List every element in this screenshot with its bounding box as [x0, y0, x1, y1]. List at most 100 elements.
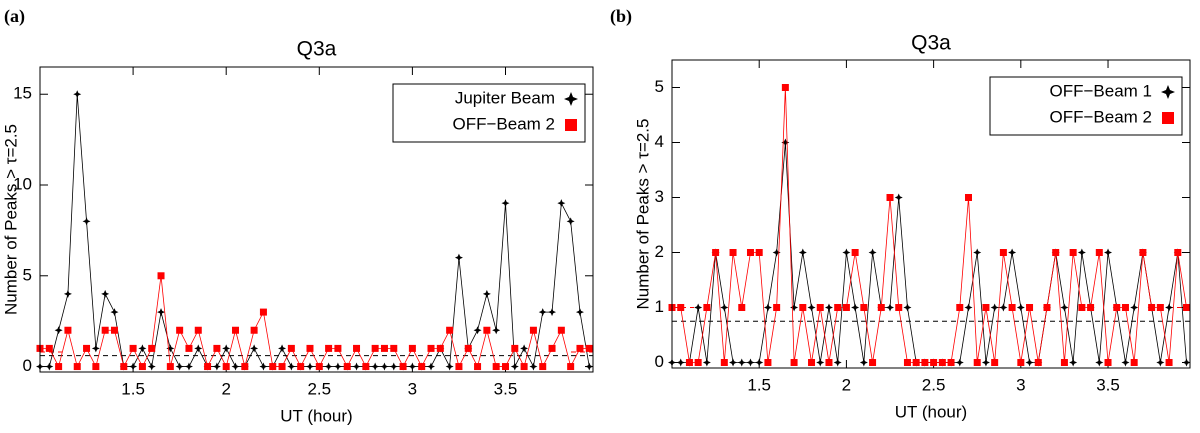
marker: [990, 303, 999, 312]
marker: [511, 344, 519, 352]
marker: [138, 344, 147, 353]
legend-marker: [565, 119, 577, 131]
marker: [869, 359, 877, 366]
marker: [557, 199, 566, 208]
marker: [712, 249, 720, 256]
marker: [1148, 304, 1156, 311]
marker: [677, 304, 685, 311]
x-tick-label: 3: [1016, 375, 1025, 394]
marker: [781, 84, 789, 91]
marker: [325, 344, 333, 352]
marker: [1182, 358, 1191, 367]
marker: [157, 308, 166, 317]
marker: [1165, 359, 1173, 366]
marker: [492, 363, 500, 371]
y-tick-label: 3: [655, 187, 664, 206]
marker: [585, 362, 594, 371]
marker: [746, 249, 754, 256]
marker: [148, 344, 156, 352]
marker: [259, 308, 267, 316]
marker: [1026, 304, 1034, 311]
y-tick-label: 2: [655, 242, 664, 261]
marker: [1130, 303, 1139, 312]
marker: [427, 344, 435, 352]
marker: [55, 363, 63, 371]
legend-marker: [1161, 85, 1175, 99]
marker: [772, 248, 781, 257]
marker: [166, 344, 175, 353]
marker: [763, 303, 772, 312]
marker: [947, 359, 955, 366]
marker: [473, 326, 482, 335]
marker: [166, 363, 174, 371]
marker: [510, 362, 519, 371]
marker: [231, 362, 240, 371]
panel: (a) Q3a UT (hour) Number of Peaks > τ=2.5 1.…: [1, 6, 594, 425]
x-tick-label: 2: [221, 379, 230, 398]
marker: [1130, 359, 1138, 366]
y-tick-label: 5: [655, 77, 664, 96]
marker: [895, 304, 903, 311]
marker: [973, 359, 981, 366]
marker: [1104, 359, 1112, 366]
marker: [129, 362, 138, 371]
chart-title: Q3a: [297, 38, 337, 61]
marker: [45, 344, 53, 352]
marker: [315, 363, 323, 371]
x-axis-label: UT (hour): [280, 406, 352, 425]
marker: [445, 362, 454, 371]
marker: [1077, 248, 1086, 257]
marker: [110, 308, 119, 317]
marker: [232, 326, 240, 334]
legend-marker: [1162, 112, 1174, 124]
y-axis-label: Number of Peaks > τ=2.5: [1, 124, 20, 315]
marker: [520, 344, 529, 353]
marker: [259, 362, 268, 371]
marker: [194, 326, 202, 334]
marker: [842, 248, 851, 257]
marker: [557, 326, 565, 334]
panel: (b) Q3a UT (hour) Number of Peaks > τ=2.5 1.…: [610, 6, 1191, 421]
marker: [380, 344, 388, 352]
marker: [175, 362, 184, 371]
marker: [297, 363, 305, 371]
marker: [101, 289, 110, 298]
y-tick-label: 1: [655, 297, 664, 316]
marker: [520, 363, 528, 371]
marker: [816, 358, 825, 367]
marker: [576, 344, 584, 352]
marker: [781, 138, 790, 147]
marker: [981, 358, 990, 367]
legend-box: [392, 83, 586, 143]
marker: [1069, 249, 1077, 256]
marker: [455, 363, 463, 371]
marker: [955, 358, 964, 367]
marker: [222, 363, 230, 371]
marker: [842, 304, 850, 311]
marker: [120, 363, 128, 371]
marker: [566, 217, 575, 226]
marker: [501, 199, 510, 208]
marker: [720, 303, 729, 312]
marker: [798, 248, 807, 257]
marker: [371, 362, 380, 371]
marker: [1156, 304, 1164, 311]
marker: [501, 363, 509, 371]
marker: [816, 304, 824, 311]
marker: [250, 326, 258, 334]
marker: [964, 303, 973, 312]
x-tick-label: 3.5: [1096, 375, 1120, 394]
marker: [903, 359, 911, 366]
marker: [492, 326, 501, 335]
marker: [101, 326, 109, 334]
marker: [1104, 248, 1113, 257]
marker: [1008, 304, 1016, 311]
marker: [1069, 358, 1078, 367]
marker: [834, 304, 842, 311]
marker: [185, 344, 193, 352]
marker: [1017, 359, 1025, 366]
marker: [1165, 303, 1174, 312]
marker: [212, 362, 221, 371]
marker: [278, 344, 287, 353]
